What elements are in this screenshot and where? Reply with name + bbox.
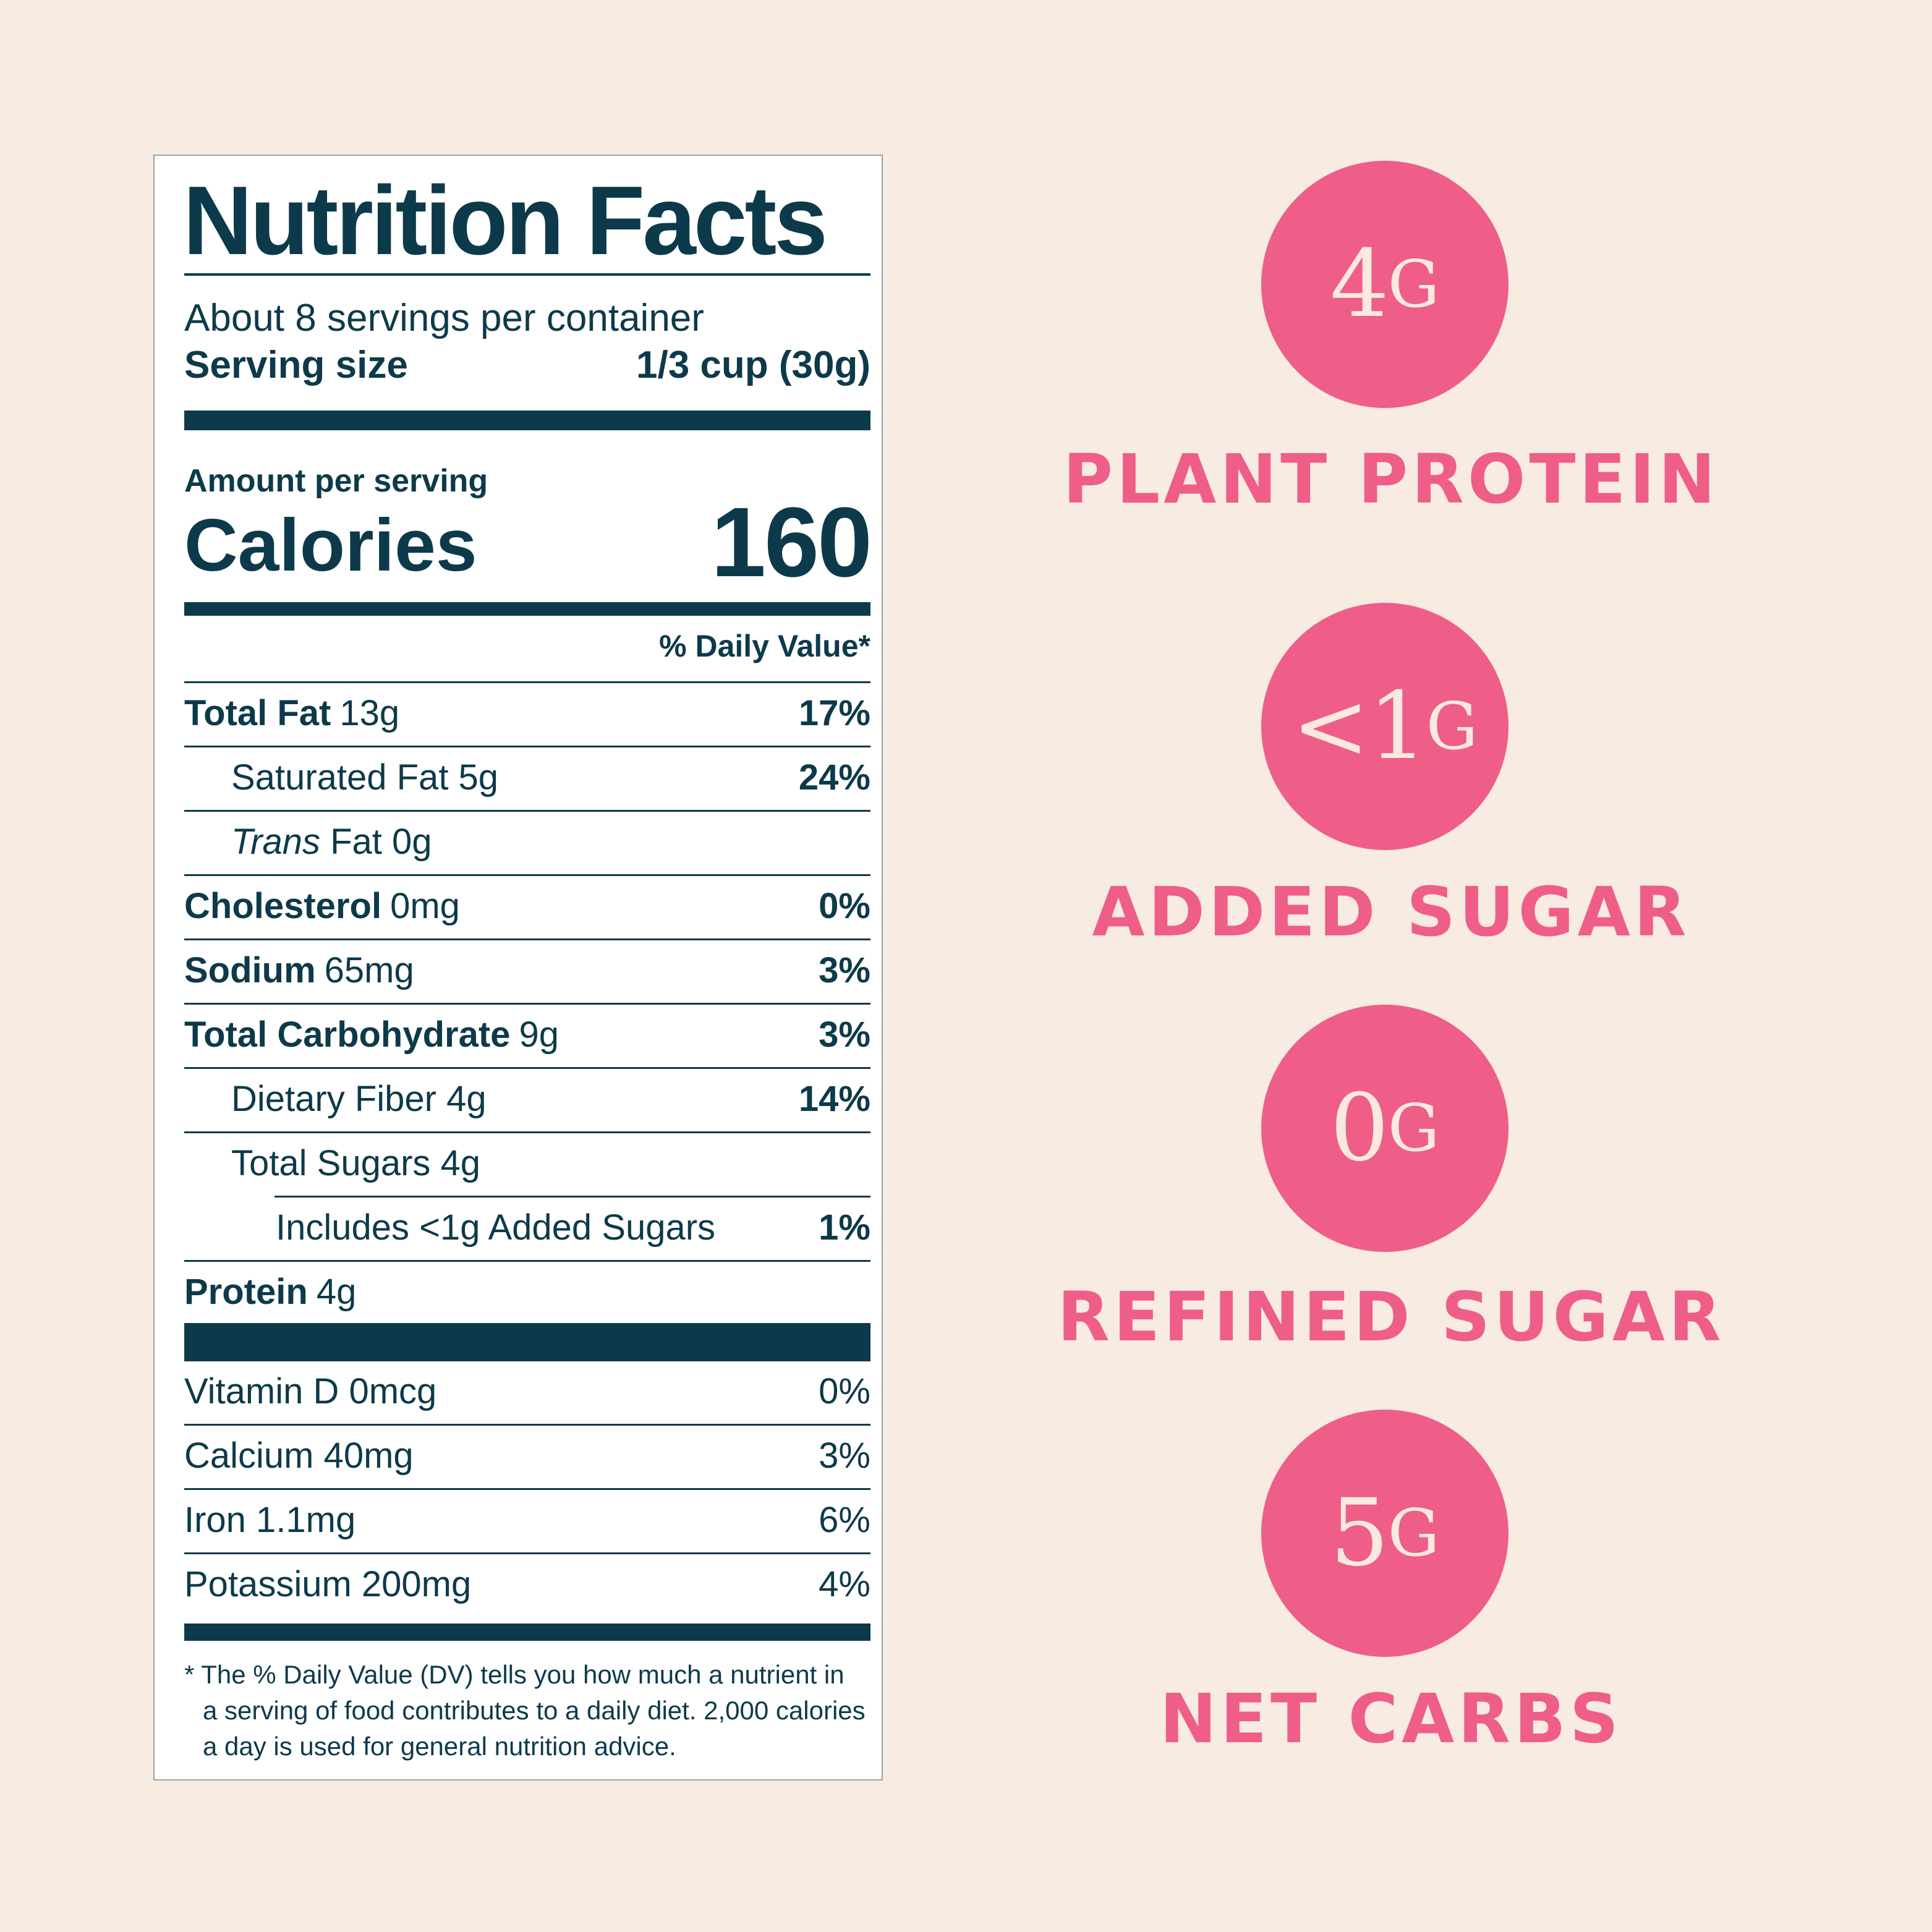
- nutrition-facts-label: Nutrition Facts About 8 servings per con…: [153, 155, 883, 1781]
- nutrient-row-total-carbohydrate: Total Carbohydrate 9g 3%: [184, 1005, 870, 1069]
- vitamin-row-calcium: Calcium 40mg 3%: [184, 1426, 870, 1490]
- footnote-line-3: a day is used for general nutrition advi…: [203, 1732, 676, 1761]
- nutrient-name: Dietary Fiber 4g: [231, 1079, 487, 1119]
- nutrient-dv: 0%: [819, 886, 870, 926]
- serving-size-value: 1/3 cup (30g): [636, 344, 870, 386]
- badge-caption-added-sugar: ADDED SUGAR: [1092, 872, 1690, 951]
- daily-value-header: % Daily Value*: [659, 629, 870, 663]
- nutrient-name: Cholesterol: [184, 886, 382, 926]
- nutrient-name: Protein: [184, 1272, 308, 1312]
- nutrient-name: Fat 0g: [320, 822, 432, 862]
- nutrient-row-dietary-fiber: Dietary Fiber 4g 14%: [184, 1069, 870, 1133]
- footnote-line-2: a serving of food contributes to a daily…: [203, 1696, 866, 1725]
- vitamin-row-potassium: Potassium 200mg 4%: [184, 1554, 870, 1619]
- medium-divider: [184, 602, 870, 616]
- label-title: Nutrition Facts: [183, 166, 828, 275]
- badge-unit: G: [1387, 1496, 1440, 1571]
- nutrient-row-added-sugars: Includes <1g Added Sugars 1%: [184, 1198, 870, 1262]
- badge-number: 0: [1330, 1075, 1389, 1182]
- nutrient-dv: 3%: [819, 950, 870, 990]
- vitamin-name: Potassium 200mg: [184, 1564, 472, 1604]
- nutrient-name-italic: Trans: [231, 822, 320, 862]
- badge-caption-plant-protein: PLANT PROTEIN: [1063, 440, 1719, 519]
- badge-unit: G: [1387, 247, 1440, 322]
- vitamin-dv: 6%: [819, 1500, 870, 1540]
- nutrient-amount: 9g: [519, 1015, 559, 1055]
- nutrient-row-sodium: Sodium 65mg 3%: [184, 940, 870, 1005]
- divider: [184, 273, 870, 276]
- badge-number: 4: [1330, 231, 1389, 338]
- nutrient-dv: 14%: [798, 1079, 870, 1119]
- vitamin-name: Vitamin D 0mcg: [184, 1371, 437, 1411]
- nutrient-name: Total Fat: [184, 693, 331, 733]
- nutrient-name: Includes <1g Added Sugars: [276, 1207, 716, 1248]
- nutrient-row-trans-fat: Trans Fat 0g: [184, 812, 870, 876]
- thick-divider: [184, 1623, 870, 1641]
- calories-value: 160: [711, 487, 872, 597]
- nutrient-amount: 0mg: [390, 886, 460, 926]
- vitamin-name: Calcium 40mg: [184, 1436, 414, 1476]
- calories-label: Calories: [184, 504, 477, 587]
- badge-number: 5: [1330, 1479, 1389, 1587]
- vitamin-row-vitamin-d: Vitamin D 0mcg 0%: [184, 1361, 870, 1426]
- badge-unit: G: [1426, 689, 1478, 764]
- vitamin-dv: 4%: [819, 1564, 870, 1604]
- nutrient-row-cholesterol: Cholesterol 0mg 0%: [184, 876, 870, 940]
- nutrient-name: Sodium: [184, 950, 316, 990]
- nutrient-amount: 13g: [339, 693, 400, 733]
- nutrient-name: Total Sugars 4g: [231, 1143, 481, 1183]
- nutrient-amount: 65mg: [324, 950, 414, 990]
- badge-caption-net-carbs: NET CARBS: [1159, 1679, 1623, 1758]
- servings-per-container: About 8 servings per container: [184, 297, 704, 339]
- footnote-line-1: * The % Daily Value (DV) tells you how m…: [184, 1660, 845, 1689]
- thick-divider: [184, 411, 870, 430]
- divider: [184, 681, 870, 683]
- vitamin-dv: 0%: [819, 1371, 870, 1411]
- nutrient-amount: 4g: [316, 1272, 357, 1312]
- thick-divider: [184, 1323, 870, 1361]
- badge-number: <1: [1292, 673, 1427, 780]
- nutrient-row-saturated-fat: Saturated Fat 5g 24%: [184, 747, 870, 812]
- nutrient-dv: 1%: [819, 1207, 870, 1248]
- badge-caption-refined-sugar: REFINED SUGAR: [1057, 1277, 1725, 1356]
- vitamin-dv: 3%: [819, 1436, 870, 1476]
- badge-added-sugar: <1 G: [1261, 603, 1509, 850]
- vitamin-row-iron: Iron 1.1mg 6%: [184, 1490, 870, 1554]
- nutrient-row-protein: Protein 4g: [184, 1262, 870, 1326]
- nutrient-row-total-sugars: Total Sugars 4g: [184, 1133, 870, 1198]
- serving-size-label: Serving size: [184, 344, 408, 386]
- amount-per-serving: Amount per serving: [184, 463, 488, 499]
- nutrient-dv: 17%: [798, 693, 870, 733]
- nutrient-row-total-fat: Total Fat 13g 17%: [184, 683, 870, 747]
- nutrient-dv: 3%: [819, 1015, 870, 1055]
- nutrient-name: Saturated Fat 5g: [231, 757, 499, 798]
- badge-unit: G: [1387, 1091, 1440, 1166]
- nutrient-name: Total Carbohydrate: [184, 1015, 511, 1055]
- vitamin-name: Iron 1.1mg: [184, 1500, 356, 1540]
- nutrient-dv: 24%: [798, 757, 870, 798]
